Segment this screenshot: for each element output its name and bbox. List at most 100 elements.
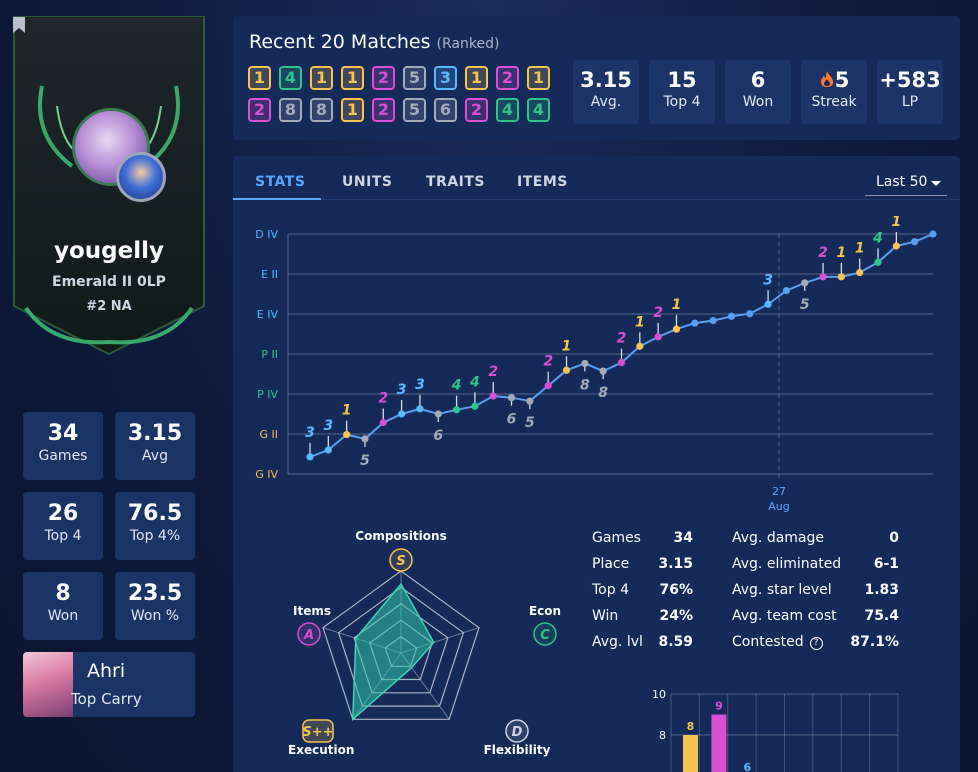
- radar-axis-label: Flexibility: [484, 743, 551, 757]
- summary-label: Streak: [811, 94, 857, 110]
- data-point: [709, 316, 717, 325]
- placement-badge[interactable]: 1: [310, 66, 333, 90]
- rank-label: Emerald II 0LP: [52, 274, 166, 290]
- tab-units[interactable]: UNITS: [342, 174, 393, 190]
- grade-badge: [533, 622, 557, 646]
- placement-badge[interactable]: 8: [310, 98, 333, 122]
- grade-label: A: [303, 628, 314, 643]
- bookmark-icon[interactable]: [12, 16, 26, 34]
- top-carry-card[interactable]: Ahri Top Carry: [23, 652, 195, 717]
- grade-label: S++: [302, 725, 333, 740]
- top-carry-portrait: [23, 652, 73, 717]
- top-carry-role: Top Carry: [71, 690, 142, 708]
- placement-label: 2: [653, 305, 663, 321]
- placement-badge[interactable]: 4: [279, 66, 302, 90]
- summary-won: 6 Won: [725, 60, 791, 124]
- placement-label: 1: [672, 297, 682, 313]
- flame-icon: [820, 71, 833, 87]
- y-tick-label: G IV: [255, 468, 278, 481]
- y-tick-label: G II: [259, 428, 278, 441]
- stat-row-value: 0: [889, 530, 899, 546]
- data-point: [398, 410, 406, 418]
- recent-matches-subtitle: (Ranked): [436, 36, 500, 52]
- placement-badge[interactable]: 1: [527, 66, 550, 90]
- stat-row-value: 6-1: [873, 556, 899, 572]
- placement-badge[interactable]: 4: [527, 98, 550, 122]
- y-tick-label: E IV: [257, 308, 279, 321]
- stat-value: 26: [47, 501, 79, 526]
- data-point: [764, 300, 772, 308]
- stat-avg: 3.15 Avg: [115, 412, 195, 480]
- summary-label: LP: [901, 94, 919, 110]
- placement-badge[interactable]: 5: [403, 66, 426, 90]
- bar: [683, 735, 698, 772]
- placement-label: 5: [525, 415, 535, 431]
- radar-axis-label: Execution: [288, 743, 354, 757]
- stat-row-label: Avg. star level: [732, 582, 832, 598]
- stat-label: Top 4: [44, 528, 82, 544]
- placement-badge[interactable]: 2: [496, 66, 519, 90]
- placement-badge[interactable]: 2: [372, 98, 395, 122]
- data-point: [874, 258, 882, 266]
- stat-row-label: Avg. damage: [732, 530, 825, 546]
- data-point: [361, 435, 369, 443]
- stat-value: 34: [47, 421, 79, 446]
- placement-label: 1: [855, 241, 865, 257]
- placement-badge[interactable]: 3: [434, 66, 457, 90]
- data-point: [929, 230, 937, 238]
- placement-label: 3: [763, 272, 773, 288]
- placement-label: 2: [617, 331, 627, 347]
- stat-row-label: Games: [592, 530, 641, 546]
- radar-ring: [337, 586, 465, 707]
- placement-badge[interactable]: 8: [279, 98, 302, 122]
- placement-label: 5: [360, 453, 370, 469]
- range-dropdown[interactable]: Last 50: [865, 174, 947, 196]
- radar-axis-label: Items: [293, 604, 331, 618]
- summary-value: +583: [879, 68, 941, 92]
- placement-badge[interactable]: 5: [403, 98, 426, 122]
- placement-badge[interactable]: 1: [248, 66, 271, 90]
- placement-badge[interactable]: 2: [372, 66, 395, 90]
- placement-badge[interactable]: 1: [341, 98, 364, 122]
- placement-label: 2: [818, 245, 828, 261]
- radar-value-area: [351, 582, 435, 722]
- tab-items[interactable]: ITEMS: [517, 174, 568, 190]
- data-point: [452, 406, 461, 414]
- placement-label: 1: [562, 338, 572, 354]
- data-point: [672, 325, 681, 333]
- placement-label: 2: [488, 364, 498, 380]
- grade-label: S: [396, 554, 405, 569]
- placement-label: 1: [891, 216, 901, 230]
- placement-label: 3: [323, 418, 333, 434]
- summary-label: Avg.: [590, 94, 622, 110]
- placement-label: 2: [378, 391, 388, 407]
- stat-row-label: Top 4: [592, 582, 629, 598]
- data-point: [654, 333, 662, 341]
- summary-label: Won: [742, 94, 774, 110]
- stat-row-value: 34: [673, 530, 693, 546]
- placement-badge[interactable]: 2: [248, 98, 271, 122]
- data-point: [306, 453, 314, 461]
- tab-traits[interactable]: TRAITS: [426, 174, 486, 190]
- stat-row-label: Place: [592, 556, 630, 572]
- stat-label: Won: [47, 608, 79, 624]
- tab-stats[interactable]: STATS: [255, 174, 306, 190]
- grade-badge: [302, 719, 334, 743]
- radar-ring: [322, 570, 480, 720]
- data-point: [489, 392, 497, 400]
- placement-badge[interactable]: 4: [496, 98, 519, 122]
- range-dropdown-value: Last 50: [876, 174, 928, 190]
- placement-label: 6: [433, 428, 443, 444]
- data-point: [343, 430, 351, 439]
- data-point: [324, 446, 332, 454]
- summary-value: 6: [750, 68, 766, 92]
- bar-y-tick-label: 8: [659, 729, 666, 742]
- placement-badge[interactable]: 1: [465, 66, 488, 90]
- placement-badge[interactable]: 1: [341, 66, 364, 90]
- champion-avatar: [116, 152, 166, 202]
- summary-top4: 15 Top 4: [649, 60, 715, 124]
- help-icon[interactable]: ?: [809, 637, 823, 650]
- stat-row-value: 3.15: [658, 556, 693, 572]
- placement-badge[interactable]: 2: [465, 98, 488, 122]
- placement-badge[interactable]: 6: [434, 98, 457, 122]
